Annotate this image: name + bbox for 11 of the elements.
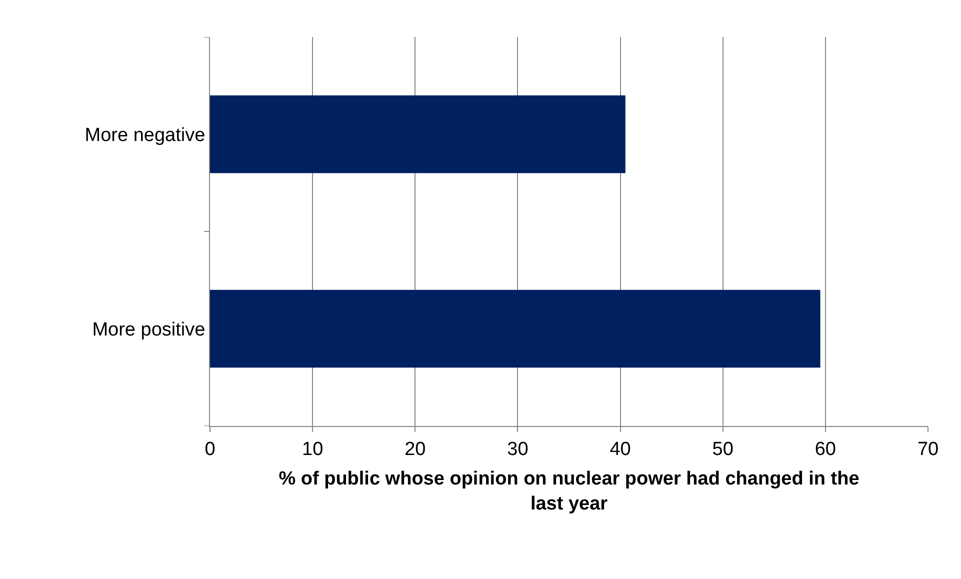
y-tick-label: More negative	[84, 124, 206, 146]
x-tick-label: 70	[917, 438, 939, 460]
y-tick-label: More positive	[92, 319, 206, 340]
x-axis-title: % of public whose opinion on nuclear power had changed in the last year	[278, 468, 860, 514]
x-tick-label: 50	[712, 438, 734, 460]
x-tick-label: 60	[814, 438, 836, 460]
x-tick-label: 40	[610, 438, 631, 460]
x-tick-label: 0	[204, 438, 216, 460]
x-tick-label: 30	[507, 438, 528, 460]
x-tick-label: 20	[404, 438, 426, 460]
x-tick-label: 10	[302, 438, 324, 460]
